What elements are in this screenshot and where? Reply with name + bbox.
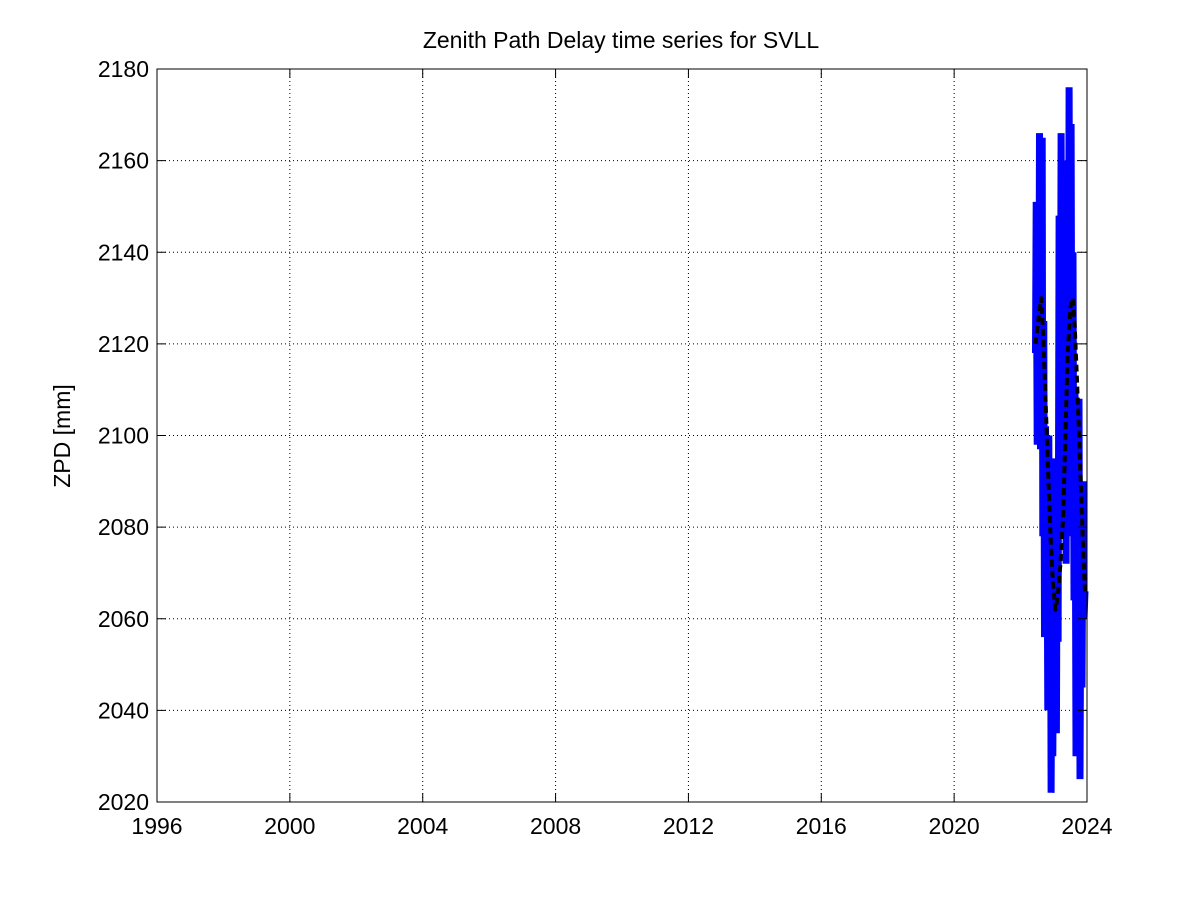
y-tick-label: 2140 [98,239,149,265]
x-tick-label: 2000 [264,813,315,839]
x-tick-label: 2008 [530,813,581,839]
x-tick-label: 2016 [796,813,847,839]
x-tick-label: 1996 [131,813,182,839]
y-tick-label: 2040 [98,697,149,723]
y-tick-label: 2100 [98,423,149,449]
y-tick-label: 2120 [98,331,149,357]
y-tick-label: 2020 [98,789,149,815]
y-tick-label: 2160 [98,148,149,174]
x-tick-label: 2020 [929,813,980,839]
x-tick-label: 2012 [663,813,714,839]
x-tick-label: 2004 [397,813,448,839]
trend-series-line [1033,296,1087,612]
y-tick-label: 2180 [98,56,149,82]
y-tick-label: 2080 [98,514,149,540]
plot-area: 1996 2000 2004 2008 2012 2016 2020 2024 2020 2040… [98,56,1113,839]
chart-title: Zenith Path Delay time series for SVLL [423,27,819,53]
y-tick-label: 2060 [98,606,149,632]
zpd-series-line [1032,87,1089,793]
x-tick-label: 2024 [1061,813,1112,839]
y-axis-label: ZPD [mm] [49,384,75,488]
